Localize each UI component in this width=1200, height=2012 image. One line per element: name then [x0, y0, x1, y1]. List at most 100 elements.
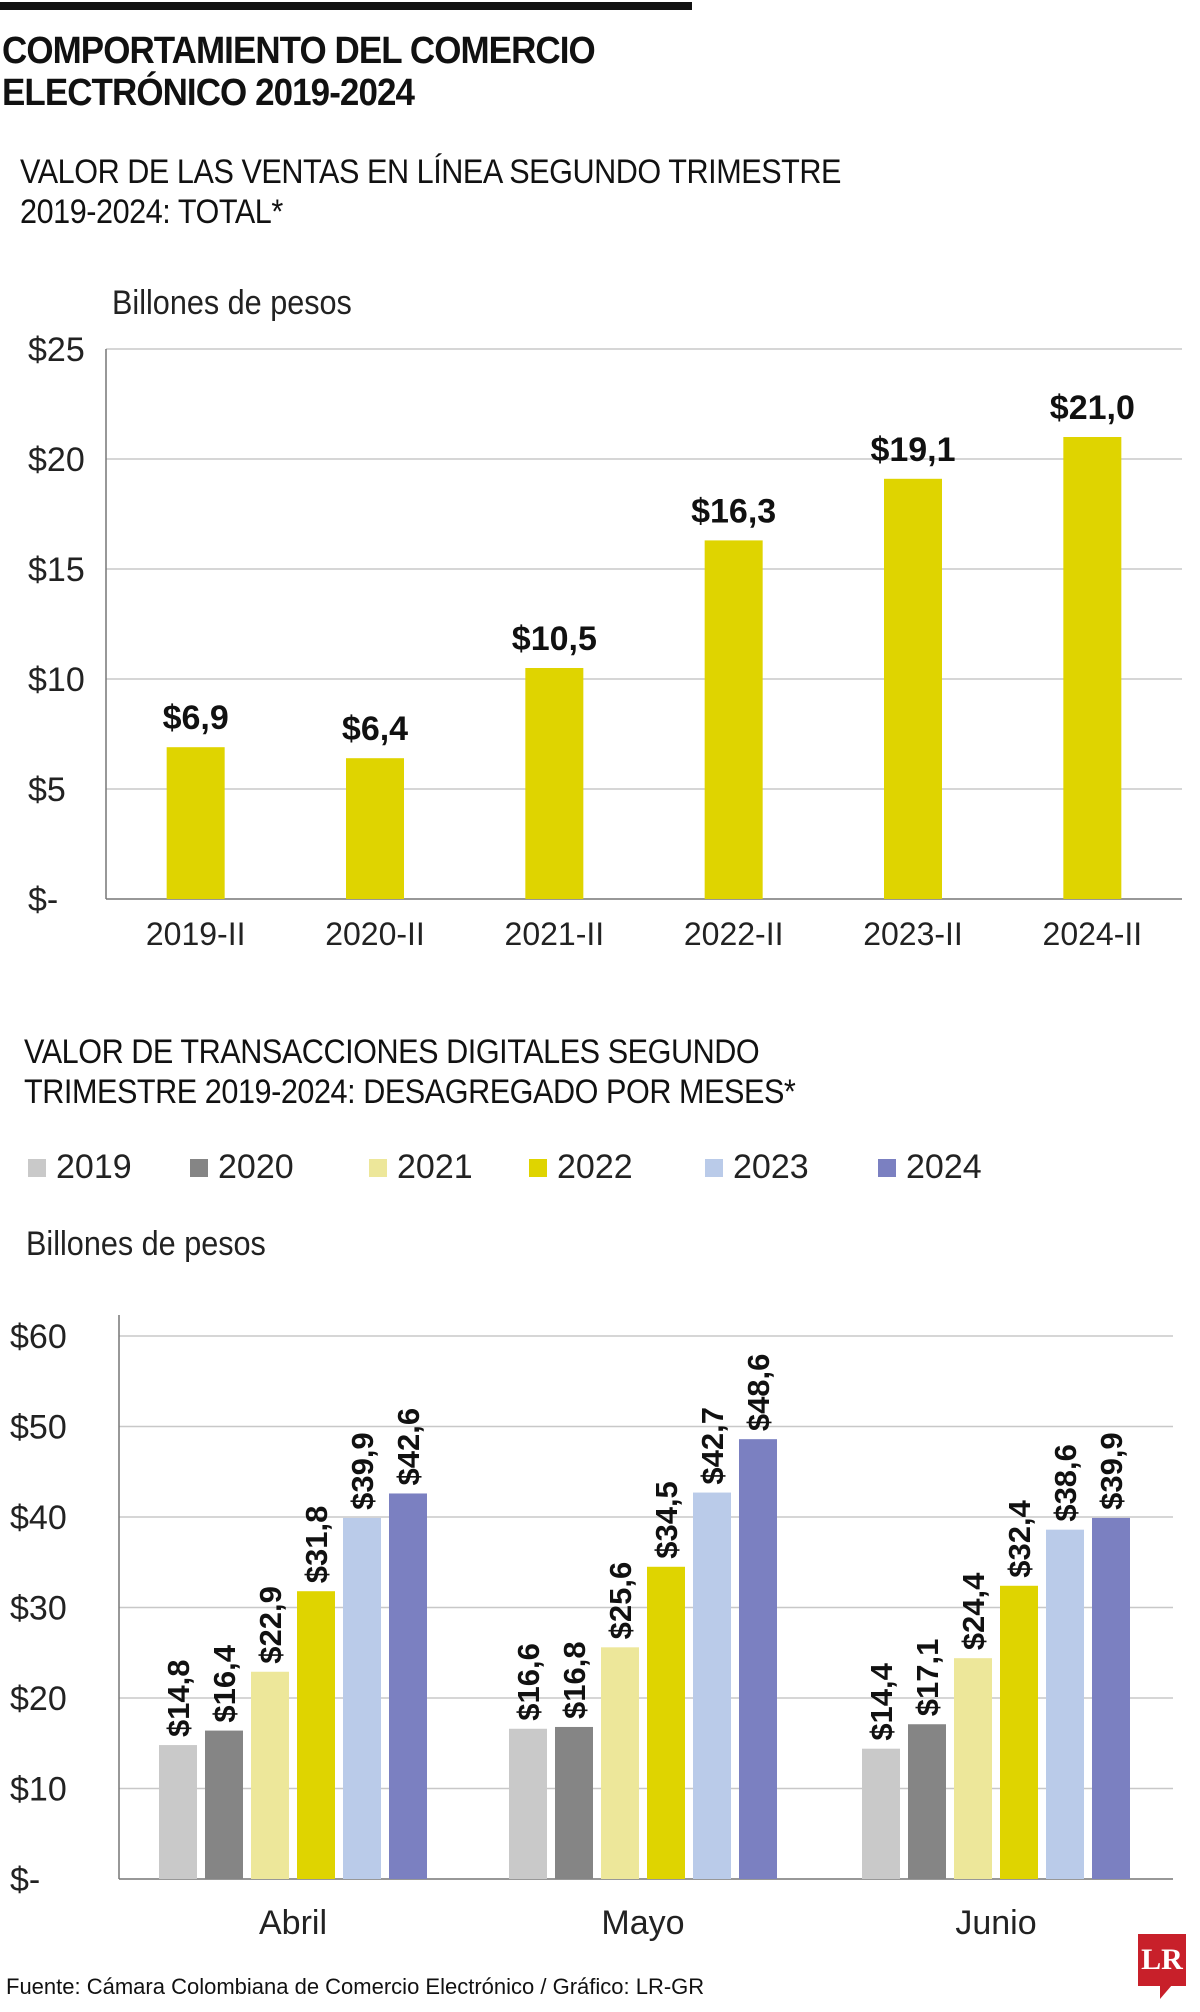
legend-label: 2020: [218, 1148, 294, 1186]
y-tick-label: $20: [28, 441, 85, 479]
bar-Mayo-2019: [509, 1728, 547, 1879]
data-label: $14,4: [864, 1662, 899, 1740]
x-tick-label: Abril: [259, 1904, 327, 1942]
x-tick-label: 2024-II: [1043, 916, 1143, 952]
bar-Junio-2021: [954, 1658, 992, 1879]
bar-Abril-2023: [343, 1517, 381, 1879]
x-tick-label: Mayo: [601, 1904, 684, 1942]
data-label: $21,0: [1050, 389, 1135, 427]
y-tick-label: $50: [10, 1409, 67, 1447]
bar-2021-II: [525, 668, 584, 899]
data-label: $42,7: [695, 1407, 730, 1485]
data-label: $6,9: [163, 699, 229, 737]
bar-Mayo-2023: [693, 1492, 731, 1879]
title-line-1: COMPORTAMIENTO DEL COMERCIO: [2, 30, 596, 72]
y-tick-label: $60: [10, 1318, 67, 1356]
legend-item-2019: 2019: [28, 1148, 132, 1187]
data-label: $16,3: [691, 492, 776, 530]
legend-item-2023: 2023: [705, 1148, 809, 1187]
lr-logo-tail: [1160, 1985, 1172, 1999]
y-tick-label: $10: [10, 1771, 67, 1809]
source-note: Fuente: Cámara Colombiana de Comercio El…: [6, 1974, 705, 1999]
chart2-title: VALOR DE TRANSACCIONES DIGITALES SEGUNDO…: [24, 1032, 796, 1112]
data-label: $24,4: [956, 1572, 991, 1650]
data-label: $48,6: [741, 1354, 776, 1432]
top-rule: [0, 2, 692, 10]
bar-Junio-2022: [1000, 1585, 1038, 1879]
data-label: $16,4: [207, 1644, 242, 1722]
bar-Abril-2024: [389, 1493, 427, 1879]
legend-label: 2022: [557, 1148, 633, 1186]
data-label: $38,6: [1048, 1444, 1083, 1522]
legend-label: 2024: [906, 1148, 982, 1186]
data-label: $39,9: [1094, 1432, 1129, 1510]
bar-2020-II: [346, 758, 404, 899]
bar-Abril-2019: [159, 1745, 197, 1879]
x-tick-label: Junio: [955, 1904, 1036, 1942]
legend-swatch: [28, 1158, 46, 1177]
bar-Junio-2020: [908, 1724, 946, 1879]
legend-label: 2023: [733, 1148, 809, 1186]
data-label: $19,1: [870, 431, 955, 469]
data-label: $22,9: [253, 1586, 288, 1664]
x-tick-label: 2023-II: [863, 916, 963, 952]
y-tick-label: $30: [10, 1590, 67, 1628]
chart1-title-line-1: VALOR DE LAS VENTAS EN LÍNEA SEGUNDO TRI…: [20, 153, 842, 191]
x-tick-label: 2019-II: [146, 916, 246, 952]
chart2-title-line-2: TRIMESTRE 2019-2024: DESAGREGADO POR MES…: [24, 1073, 796, 1111]
bar-2023-II: [884, 478, 942, 899]
chart1-title: VALOR DE LAS VENTAS EN LÍNEA SEGUNDO TRI…: [20, 152, 841, 232]
chart1-title-line-2: 2019-2024: TOTAL*: [20, 193, 283, 231]
legend-swatch: [190, 1158, 208, 1177]
data-label: $34,5: [649, 1481, 684, 1559]
lr-logo: LR: [1138, 1934, 1186, 1986]
data-label: $6,4: [342, 710, 408, 748]
y-tick-label: $-: [28, 881, 58, 919]
bar-Mayo-2022: [647, 1566, 685, 1879]
legend-swatch: [705, 1158, 723, 1177]
bar-Abril-2022: [297, 1591, 335, 1879]
legend-swatch: [369, 1158, 387, 1177]
legend-label: 2021: [397, 1148, 473, 1186]
bar-2019-II: [166, 747, 225, 899]
data-label: $16,6: [511, 1643, 546, 1721]
legend-swatch: [878, 1158, 896, 1177]
bar-Junio-2023: [1046, 1529, 1084, 1879]
legend-item-2020: 2020: [190, 1148, 294, 1187]
data-label: $17,1: [910, 1639, 945, 1717]
data-label: $42,6: [391, 1408, 426, 1486]
bar-Mayo-2024: [739, 1439, 777, 1879]
chart2-title-line-1: VALOR DE TRANSACCIONES DIGITALES SEGUNDO: [24, 1033, 760, 1071]
x-tick-label: 2022-II: [684, 916, 784, 952]
bar-Junio-2024: [1092, 1517, 1130, 1879]
data-label: $39,9: [345, 1432, 380, 1510]
chart2: $- $10 $20 $30 $40 $50 $60 $14,8 $16,4 $22,9 $31,8…: [10, 1315, 1173, 1942]
chart1: $- $5 $10 $15 $20 $25 $6,9 2019-II $6,4 2020-II $1…: [28, 331, 1182, 952]
legend-item-2022: 2022: [529, 1148, 633, 1187]
legend-item-2024: 2024: [878, 1148, 982, 1187]
data-label: $16,8: [557, 1641, 592, 1719]
legend-label: 2019: [56, 1148, 132, 1186]
y-tick-label: $10: [28, 661, 85, 699]
page-title: COMPORTAMIENTO DEL COMERCIO ELECTRÓNICO …: [2, 30, 596, 114]
chart1-unit-label: Billones de pesos: [112, 284, 352, 322]
data-label: $14,8: [161, 1659, 196, 1737]
bar-Abril-2021: [251, 1671, 289, 1879]
y-tick-label: $-: [10, 1861, 40, 1899]
y-tick-label: $5: [28, 771, 66, 809]
x-tick-label: 2020-II: [325, 916, 425, 952]
bar-Junio-2019: [862, 1748, 900, 1879]
bar-Mayo-2021: [601, 1647, 639, 1879]
y-tick-label: $25: [28, 331, 85, 369]
bar-Mayo-2020: [555, 1726, 593, 1879]
y-tick-label: $20: [10, 1680, 67, 1718]
chart2-unit-label: Billones de pesos: [26, 1225, 266, 1263]
data-label: $31,8: [299, 1506, 334, 1584]
bar-Abril-2020: [205, 1730, 243, 1879]
data-label: $25,6: [603, 1562, 638, 1640]
data-label: $32,4: [1002, 1499, 1037, 1577]
y-tick-label: $15: [28, 551, 85, 589]
x-tick-label: 2021-II: [505, 916, 605, 952]
bar-2024-II: [1063, 437, 1122, 899]
